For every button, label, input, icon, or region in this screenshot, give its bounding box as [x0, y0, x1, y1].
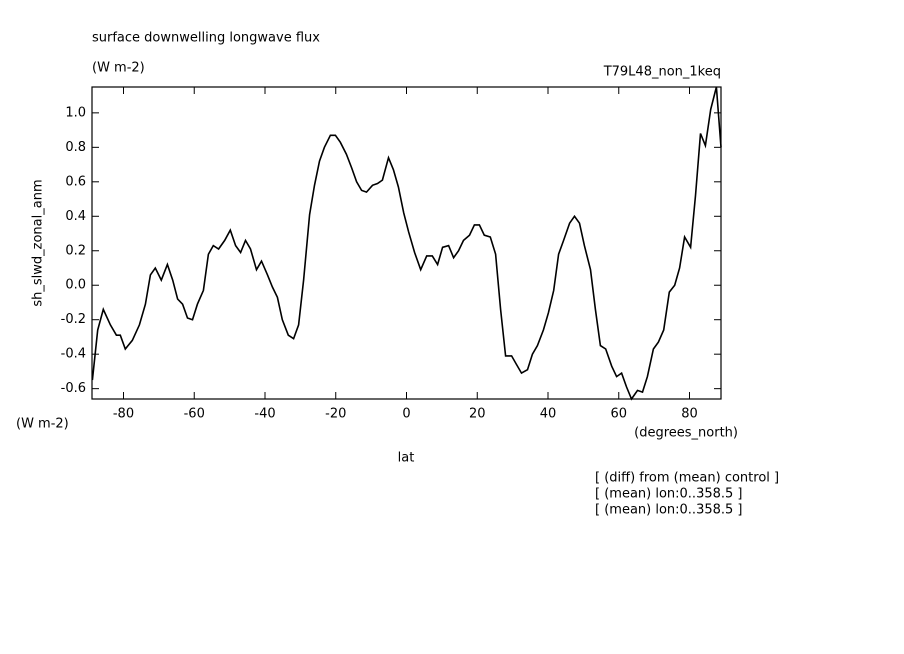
chart-title: surface downwelling longwave flux	[92, 31, 320, 46]
data-line	[91, 86, 722, 401]
dataset-label: T79L48_non_1keq	[603, 65, 721, 80]
y-tick-label: -0.6	[61, 381, 86, 396]
y-tick-label: -0.4	[61, 347, 86, 362]
x-tick-label: 40	[540, 407, 557, 422]
x-tick-label: 80	[681, 407, 698, 422]
y-tick-label: -0.2	[61, 312, 86, 327]
x-tick-label: 60	[610, 407, 627, 422]
y-tick-label: 0.6	[65, 174, 86, 189]
x-tick-label: -40	[254, 407, 275, 422]
y-tick-label: 0.2	[65, 243, 86, 258]
x-axis-title: lat	[398, 451, 415, 466]
note: [ (mean) lon:0..358.5 ]	[595, 503, 743, 518]
plot-frame	[91, 86, 722, 400]
y-tick-label: 0.4	[65, 209, 86, 224]
note: [ (diff) from (mean) control ]	[595, 471, 779, 486]
chart-subtitle: (W m-2)	[92, 61, 145, 76]
y-units: (W m-2)	[16, 417, 69, 432]
y-tick-label: 1.0	[65, 105, 86, 120]
y-tick-label: 0.0	[65, 278, 86, 293]
x-tick-label: -60	[184, 407, 205, 422]
x-tick-label: 0	[402, 407, 410, 422]
x-units: (degrees_north)	[634, 426, 738, 441]
x-tick-label: 20	[469, 407, 486, 422]
y-axis-title: sh_slwd_zonal_anm	[31, 179, 46, 306]
y-tick-label: 0.8	[65, 140, 86, 155]
x-tick-label: -80	[113, 407, 134, 422]
note: [ (mean) lon:0..358.5 ]	[595, 487, 743, 502]
x-tick-label: -20	[325, 407, 346, 422]
